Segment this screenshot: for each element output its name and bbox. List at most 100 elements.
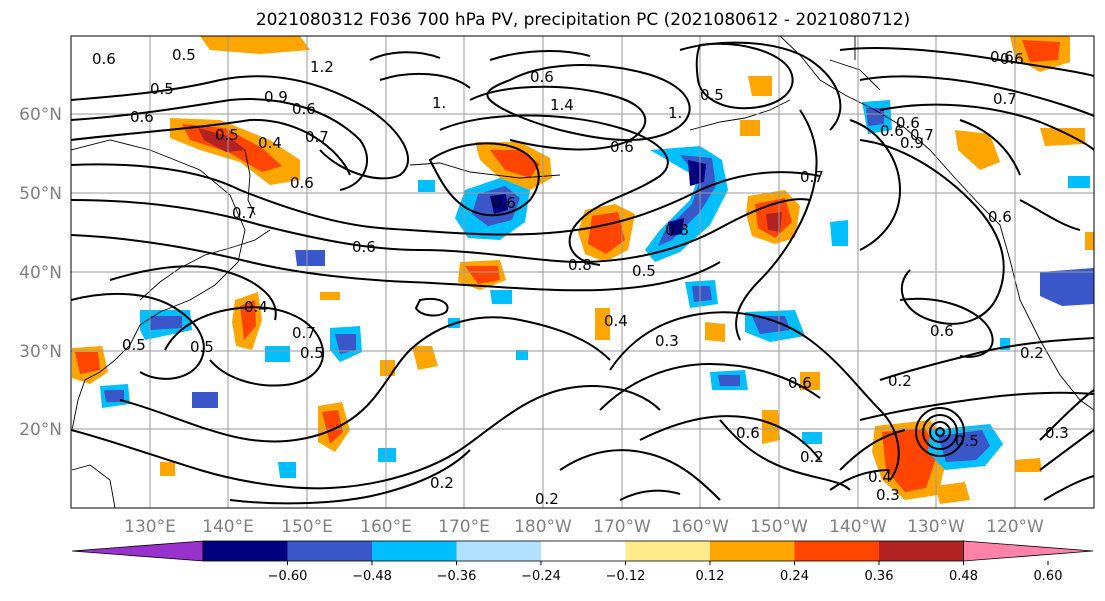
- colorbar-segment: [203, 541, 288, 561]
- colorbar-segment: [625, 541, 711, 561]
- contour-label: 0.3: [655, 332, 679, 350]
- coastlines: [71, 36, 1094, 508]
- lon-label: 140°W: [829, 517, 887, 537]
- colorbar-segment: [879, 541, 964, 561]
- contour-label: 0.6: [290, 174, 314, 192]
- contour-label: 0.4: [258, 134, 282, 152]
- contour-label: 0.5: [955, 432, 979, 450]
- lat-label: 40°N: [19, 263, 62, 283]
- colorbar-tick-label: −0.48: [352, 569, 392, 584]
- pv-contours: [71, 41, 1094, 505]
- contour-label: 0.5: [190, 338, 214, 356]
- lon-label: 150°E: [281, 517, 333, 537]
- lon-label: 170°W: [593, 517, 651, 537]
- colorbar-segment: [541, 541, 626, 561]
- contour-label: 1.: [668, 104, 682, 122]
- colorbar-segment: [287, 541, 373, 561]
- contour-label: 0.2: [430, 474, 454, 492]
- colorbar: −0.60 −0.48 −0.36 −0.24 −0.12 0.12 0.24 0.36 0.4…: [71, 540, 1094, 584]
- colorbar-extend-min: [71, 540, 204, 562]
- contour-label: 0.6: [990, 48, 1014, 66]
- contour-label: 0.6: [1000, 50, 1024, 68]
- contour-label: 0.7: [232, 204, 256, 222]
- colorbar-tick-label: −0.60: [268, 569, 308, 584]
- contour-label: 0.6: [492, 194, 516, 212]
- contour-label: 0.6: [352, 238, 376, 256]
- lon-label: 140°E: [202, 517, 254, 537]
- contour-label: 0.7: [993, 90, 1017, 108]
- contour-labels: 0.6 0.5 1.2 0.9 0.6 1. 1.4 0.6 0.5 0.5 0…: [92, 46, 1069, 508]
- contour-label: 0.6: [530, 68, 554, 86]
- colorbar-segment: [456, 541, 542, 561]
- contour-label: 0.6: [880, 122, 904, 140]
- contour-label: 0.8: [568, 256, 592, 274]
- colorbar-tick-label: −0.12: [606, 569, 646, 584]
- contour-label: 0.7: [305, 128, 329, 146]
- contour-label: 0.3: [1045, 424, 1069, 442]
- lon-label: 130°W: [907, 517, 965, 537]
- lon-label: 180°W: [514, 517, 572, 537]
- contour-label: 0.2: [888, 372, 912, 390]
- contour-label: 0.9: [264, 88, 288, 106]
- lat-label: 60°N: [19, 105, 62, 125]
- colorbar-tick-label: 0.48: [949, 569, 978, 584]
- colorbar-tick-label: 0.60: [1034, 569, 1063, 584]
- lon-label: 170°E: [438, 517, 490, 537]
- contour-label: 0.6: [896, 114, 920, 132]
- contour-label: 0.5: [300, 344, 324, 362]
- contour-label: 0.6: [130, 108, 154, 126]
- lat-label: 30°N: [19, 342, 62, 362]
- contour-label: 0.2: [1020, 344, 1044, 362]
- colorbar-tick-label: 0.36: [865, 569, 894, 584]
- contour-label: 0.4: [244, 298, 268, 316]
- colorbar-segment: [794, 541, 880, 561]
- contour-label: 0.5: [632, 262, 656, 280]
- colorbar-tick-label: 0.24: [780, 569, 809, 584]
- contour-label: 0.4: [868, 468, 892, 486]
- contour-label: 1.: [432, 94, 446, 112]
- contour-label: 0.5: [700, 86, 724, 104]
- contour-label: 0.2: [535, 490, 559, 508]
- contour-label: 1.4: [550, 96, 574, 114]
- longitude-labels: 130°E 140°E 150°E 160°E 170°E 180°W 170°…: [124, 517, 1044, 537]
- contour-label: 0.6: [736, 424, 760, 442]
- contour-label: 0.5: [150, 80, 174, 98]
- lon-label: 150°W: [750, 517, 808, 537]
- precip-shading: [72, 36, 1094, 504]
- contour-label: 0.6: [930, 322, 954, 340]
- lat-label: 20°N: [19, 420, 62, 440]
- colorbar-extend-max: [963, 540, 1094, 562]
- colorbar-tick-label: 0.12: [696, 569, 725, 584]
- map-panel: 0.6 0.5 1.2 0.9 0.6 1. 1.4 0.6 0.5 0.5 0…: [71, 36, 1094, 508]
- contour-label: 0.5: [122, 336, 146, 354]
- colorbar-outline: [202, 540, 964, 562]
- contour-label: 1.2: [310, 58, 334, 76]
- contour-label: 0.3: [876, 486, 900, 504]
- colorbar-tick-label: −0.24: [521, 569, 561, 584]
- lon-label: 130°E: [124, 517, 176, 537]
- colorbar-segment: [372, 541, 457, 561]
- colorbar-segment: [710, 541, 795, 561]
- contour-label: 0.5: [172, 46, 196, 64]
- contour-label: 0.6: [988, 208, 1012, 226]
- contour-label: 0.6: [292, 100, 316, 118]
- contour-label: 0.6: [610, 138, 634, 156]
- colorbar-tick-label: −0.36: [437, 569, 477, 584]
- contour-label: 0.6: [788, 374, 812, 392]
- contour-label: 0.7: [292, 324, 316, 342]
- lon-label: 120°W: [986, 517, 1044, 537]
- contour-label: 0.6: [92, 50, 116, 68]
- map-title: 2021080312 F036 700 hPa PV, precipitatio…: [256, 10, 910, 30]
- contour-label: 0.7: [800, 168, 824, 186]
- lon-label: 160°E: [360, 517, 412, 537]
- lat-label: 50°N: [19, 184, 62, 204]
- contour-label: 0.2: [800, 448, 824, 466]
- contour-label: 0.4: [604, 312, 628, 330]
- lon-label: 160°W: [671, 517, 729, 537]
- contour-label: 0.7: [910, 126, 934, 144]
- contour-label: 0.8: [665, 221, 689, 239]
- contour-label: 0.5: [215, 126, 239, 144]
- map-frame: [70, 35, 1095, 509]
- contour-label: 0.9: [900, 134, 924, 152]
